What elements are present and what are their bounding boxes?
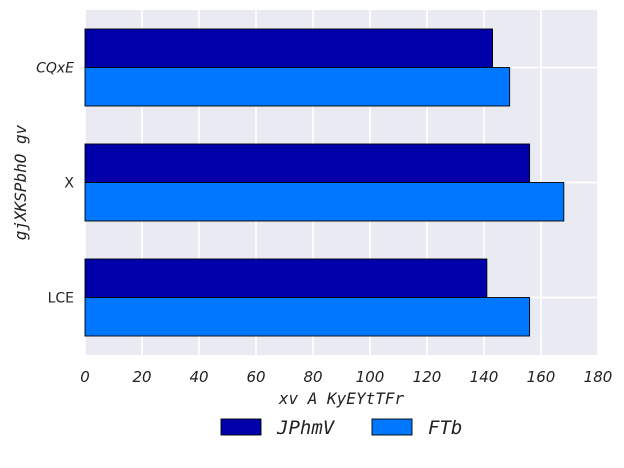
y-tick-labels: CQxE X LCE: [36, 61, 74, 307]
bars: [84, 28, 565, 337]
x-tick-label: 120: [413, 368, 442, 386]
y-tick-label: X: [64, 176, 74, 192]
y-tick-label: LCE: [48, 291, 74, 307]
legend-swatch-jphmv: [220, 418, 262, 436]
x-tick-label: 140: [470, 368, 499, 386]
bar-ftb-cqxe: [84, 67, 511, 107]
legend: JPhmV FTb: [220, 417, 462, 439]
legend-label-jphmv: JPhmV: [276, 417, 336, 439]
x-tick-label: 20: [132, 368, 151, 386]
bar-ftb-lce: [84, 297, 531, 337]
x-tick-labels: 0 20 40 60 80 100 120 140 160 180: [80, 368, 612, 386]
x-tick-label: 40: [189, 368, 208, 386]
bar-jphmv-x: [84, 143, 531, 183]
x-tick-label: 180: [584, 368, 613, 386]
x-axis-title: xv A KyEYtTFr: [278, 389, 405, 408]
bar-ftb-x: [84, 182, 565, 222]
legend-label-ftb: FTb: [428, 417, 462, 439]
bar-jphmv-lce: [84, 258, 488, 298]
y-axis-title: gjXKSPbhO gv: [11, 124, 30, 240]
x-tick-label: 0: [80, 368, 90, 386]
x-tick-label: 60: [246, 368, 265, 386]
legend-swatch-ftb: [371, 418, 413, 436]
bar-jphmv-cqxe: [84, 28, 493, 68]
x-tick-label: 80: [303, 368, 322, 386]
x-tick-label: 160: [527, 368, 556, 386]
y-tick-label: CQxE: [36, 61, 74, 77]
x-tick-label: 100: [356, 368, 385, 386]
